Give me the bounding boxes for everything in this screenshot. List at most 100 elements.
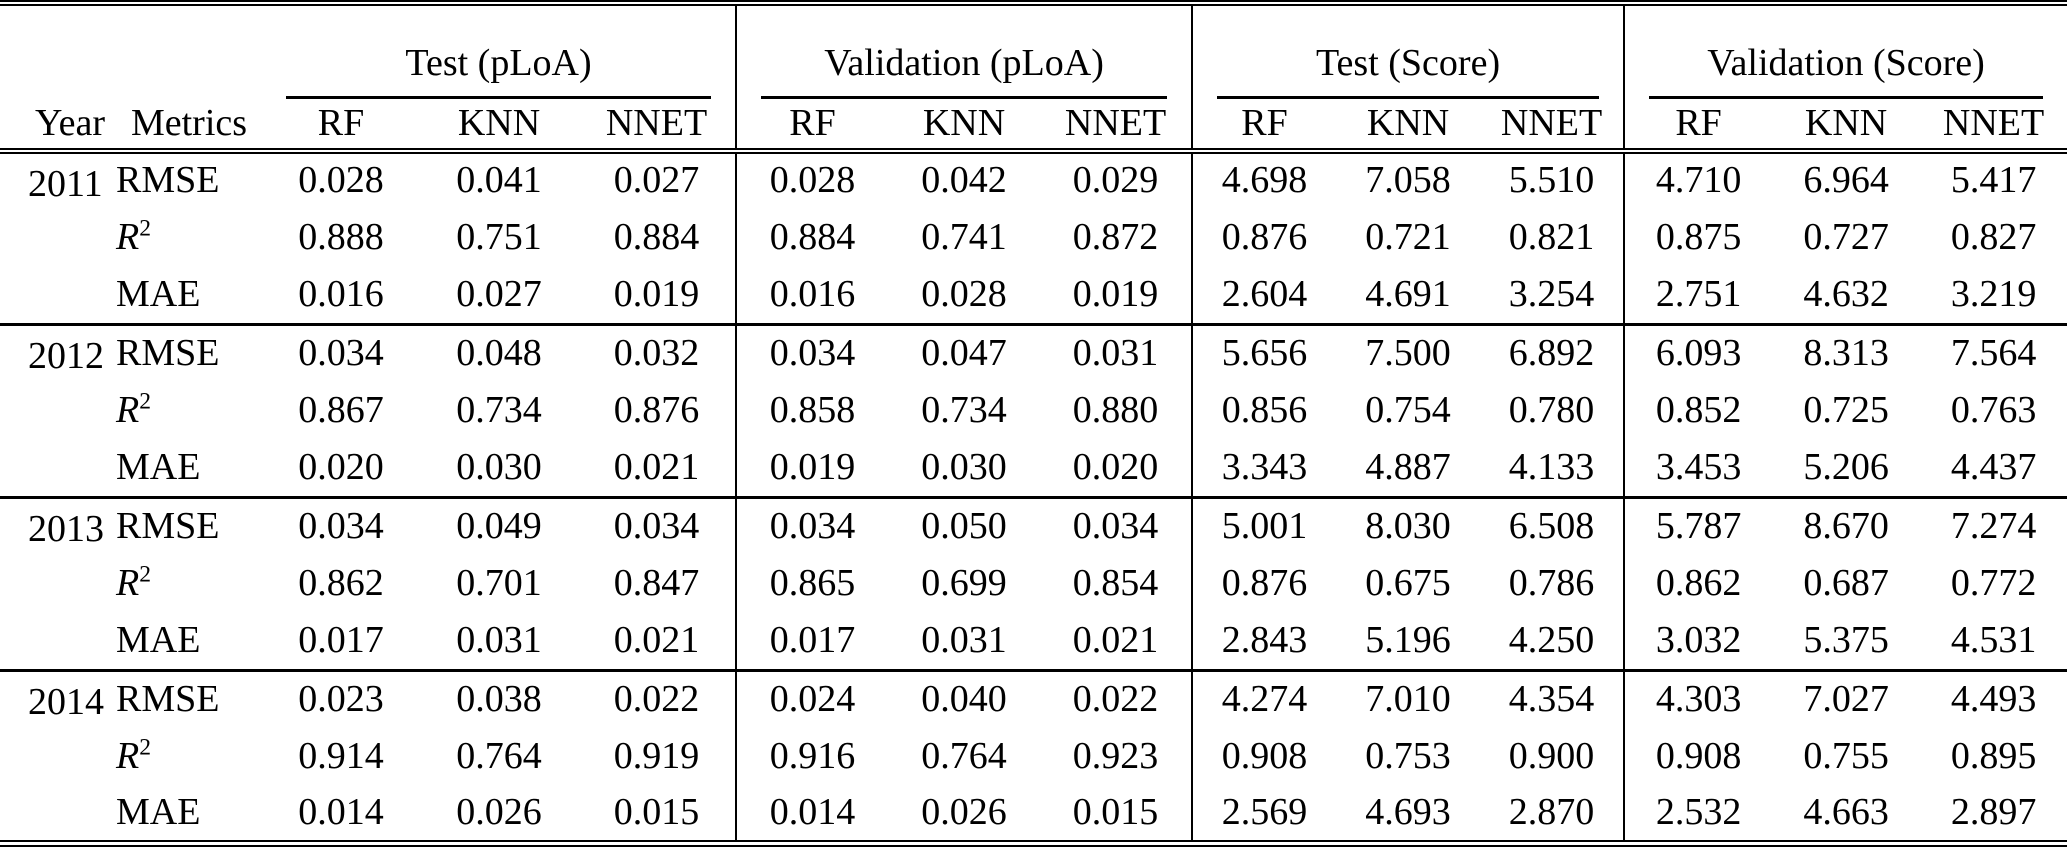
value-cell: 0.699 bbox=[921, 561, 1007, 604]
value-cell: 0.862 bbox=[298, 561, 384, 604]
year-cell: 2011 bbox=[28, 163, 103, 205]
value-cell: 0.827 bbox=[1950, 215, 2037, 258]
metric-cell: RMSE bbox=[116, 159, 220, 202]
value-cell: 5.417 bbox=[1950, 159, 2037, 202]
model-header-rf: RF bbox=[735, 99, 889, 154]
value-cell: 0.030 bbox=[456, 445, 542, 488]
model-header-rf: RF bbox=[1191, 99, 1337, 154]
value-cell: 0.022 bbox=[613, 678, 700, 721]
value-cell: 0.028 bbox=[298, 159, 384, 202]
value-cell: 7.274 bbox=[1950, 504, 2037, 547]
value-cell: 0.854 bbox=[1072, 561, 1159, 604]
value-cell: 0.034 bbox=[735, 497, 889, 555]
value-cell: 0.876 bbox=[613, 388, 700, 431]
value-cell: 0.027 bbox=[613, 159, 700, 202]
value-cell: 0.872 bbox=[1072, 215, 1159, 258]
year-cell: 2013 bbox=[28, 507, 104, 550]
value-cell: 4.303 bbox=[1623, 670, 1773, 729]
value-cell: 0.021 bbox=[613, 445, 700, 488]
value-cell: 0.856 bbox=[1191, 381, 1337, 440]
metric-cell: MAE bbox=[116, 790, 201, 833]
value-cell: 0.821 bbox=[1508, 215, 1595, 258]
value-cell: 2.897 bbox=[1950, 790, 2037, 833]
value-cell: 7.500 bbox=[1365, 331, 1451, 374]
group-header-test-score: Test (Score) bbox=[1191, 3, 1625, 99]
group-header-label: Test (Score) bbox=[1217, 30, 1600, 99]
metric-cell: RMSE bbox=[116, 678, 220, 721]
value-cell: 0.034 bbox=[298, 504, 384, 547]
model-header-knn: KNN bbox=[1336, 99, 1481, 154]
value-cell: 0.675 bbox=[1365, 561, 1451, 604]
value-cell: 0.852 bbox=[1623, 381, 1773, 440]
value-cell: 0.050 bbox=[921, 504, 1007, 547]
value-cell: 0.884 bbox=[613, 215, 700, 258]
value-cell: 0.888 bbox=[298, 215, 384, 258]
model-header-knn: KNN bbox=[888, 99, 1041, 154]
group-header-row: Test (pLoA) Validation (pLoA) Test (Scor… bbox=[0, 3, 2067, 99]
value-cell: 0.914 bbox=[298, 734, 384, 777]
value-cell: 4.274 bbox=[1191, 670, 1337, 729]
value-cell: 0.049 bbox=[456, 504, 542, 547]
value-cell: 0.875 bbox=[1623, 208, 1773, 267]
value-cell: 5.787 bbox=[1623, 497, 1773, 555]
year-column-header: Year bbox=[0, 99, 112, 154]
value-cell: 0.034 bbox=[1072, 504, 1159, 547]
value-cell: 4.250 bbox=[1508, 618, 1595, 661]
value-cell: 0.034 bbox=[298, 331, 384, 374]
group-header-label: Validation (Score) bbox=[1649, 30, 2044, 99]
value-cell: 3.254 bbox=[1508, 272, 1595, 315]
table-row: MAE 0.014 0.026 0.015 0.014 0.026 0.015 2.569 4.… bbox=[0, 785, 2067, 844]
model-header-rf: RF bbox=[1623, 99, 1773, 154]
value-cell: 0.727 bbox=[1803, 215, 1889, 258]
value-cell: 0.023 bbox=[298, 678, 384, 721]
value-cell: 0.780 bbox=[1508, 388, 1595, 431]
value-cell: 0.024 bbox=[735, 670, 889, 729]
value-cell: 0.908 bbox=[1623, 728, 1773, 786]
value-cell: 3.343 bbox=[1191, 439, 1337, 498]
model-header-knn: KNN bbox=[420, 99, 578, 154]
value-cell: 0.751 bbox=[456, 215, 542, 258]
value-cell: 4.710 bbox=[1623, 151, 1773, 209]
value-cell: 0.019 bbox=[735, 439, 889, 498]
table-row: 2014 RMSE 0.023 0.038 0.022 0.024 0.040 0.022 4.… bbox=[0, 670, 2067, 729]
table-row: R2 0.862 0.701 0.847 0.865 0.699 0.854 0.876 0.6… bbox=[0, 554, 2067, 613]
model-header-nnet: NNET bbox=[1040, 99, 1193, 154]
value-cell: 0.020 bbox=[1072, 445, 1159, 488]
value-cell: 0.908 bbox=[1191, 728, 1337, 786]
value-cell: 0.701 bbox=[456, 561, 542, 604]
value-cell: 0.786 bbox=[1508, 561, 1595, 604]
value-cell: 0.034 bbox=[735, 324, 889, 382]
table-header: Test (pLoA) Validation (pLoA) Test (Scor… bbox=[0, 3, 2067, 154]
value-cell: 0.030 bbox=[921, 445, 1007, 488]
value-cell: 0.047 bbox=[921, 331, 1007, 374]
value-cell: 0.876 bbox=[1191, 208, 1337, 267]
value-cell: 0.031 bbox=[456, 618, 542, 661]
value-cell: 0.015 bbox=[1072, 790, 1159, 833]
metric-cell: MAE bbox=[116, 445, 201, 488]
value-cell: 0.040 bbox=[921, 678, 1007, 721]
value-cell: 0.028 bbox=[735, 151, 889, 209]
table-row: 2012 RMSE 0.034 0.048 0.032 0.034 0.047 0.031 5.… bbox=[0, 324, 2067, 382]
value-cell: 0.876 bbox=[1191, 554, 1337, 613]
value-cell: 0.021 bbox=[613, 618, 700, 661]
year-cell: 2012 bbox=[28, 334, 104, 377]
value-cell: 0.862 bbox=[1623, 554, 1773, 613]
value-cell: 4.493 bbox=[1950, 678, 2037, 721]
group-header-label: Validation (pLoA) bbox=[761, 30, 1168, 99]
value-cell: 4.698 bbox=[1191, 151, 1337, 209]
value-cell: 5.375 bbox=[1803, 618, 1889, 661]
value-cell: 0.022 bbox=[1072, 678, 1159, 721]
value-cell: 0.772 bbox=[1950, 561, 2037, 604]
value-cell: 0.919 bbox=[613, 734, 700, 777]
model-header-knn: KNN bbox=[1772, 99, 1921, 154]
value-cell: 0.016 bbox=[298, 272, 384, 315]
value-cell: 0.038 bbox=[456, 678, 542, 721]
value-cell: 0.734 bbox=[456, 388, 542, 431]
value-cell: 0.017 bbox=[298, 618, 384, 661]
year-cell: 2014 bbox=[28, 680, 104, 723]
value-cell: 0.021 bbox=[1072, 618, 1159, 661]
table-row: R2 0.914 0.764 0.919 0.916 0.764 0.923 0.908 0.7… bbox=[0, 728, 2067, 786]
value-cell: 0.048 bbox=[456, 331, 542, 374]
value-cell: 3.453 bbox=[1623, 439, 1773, 498]
